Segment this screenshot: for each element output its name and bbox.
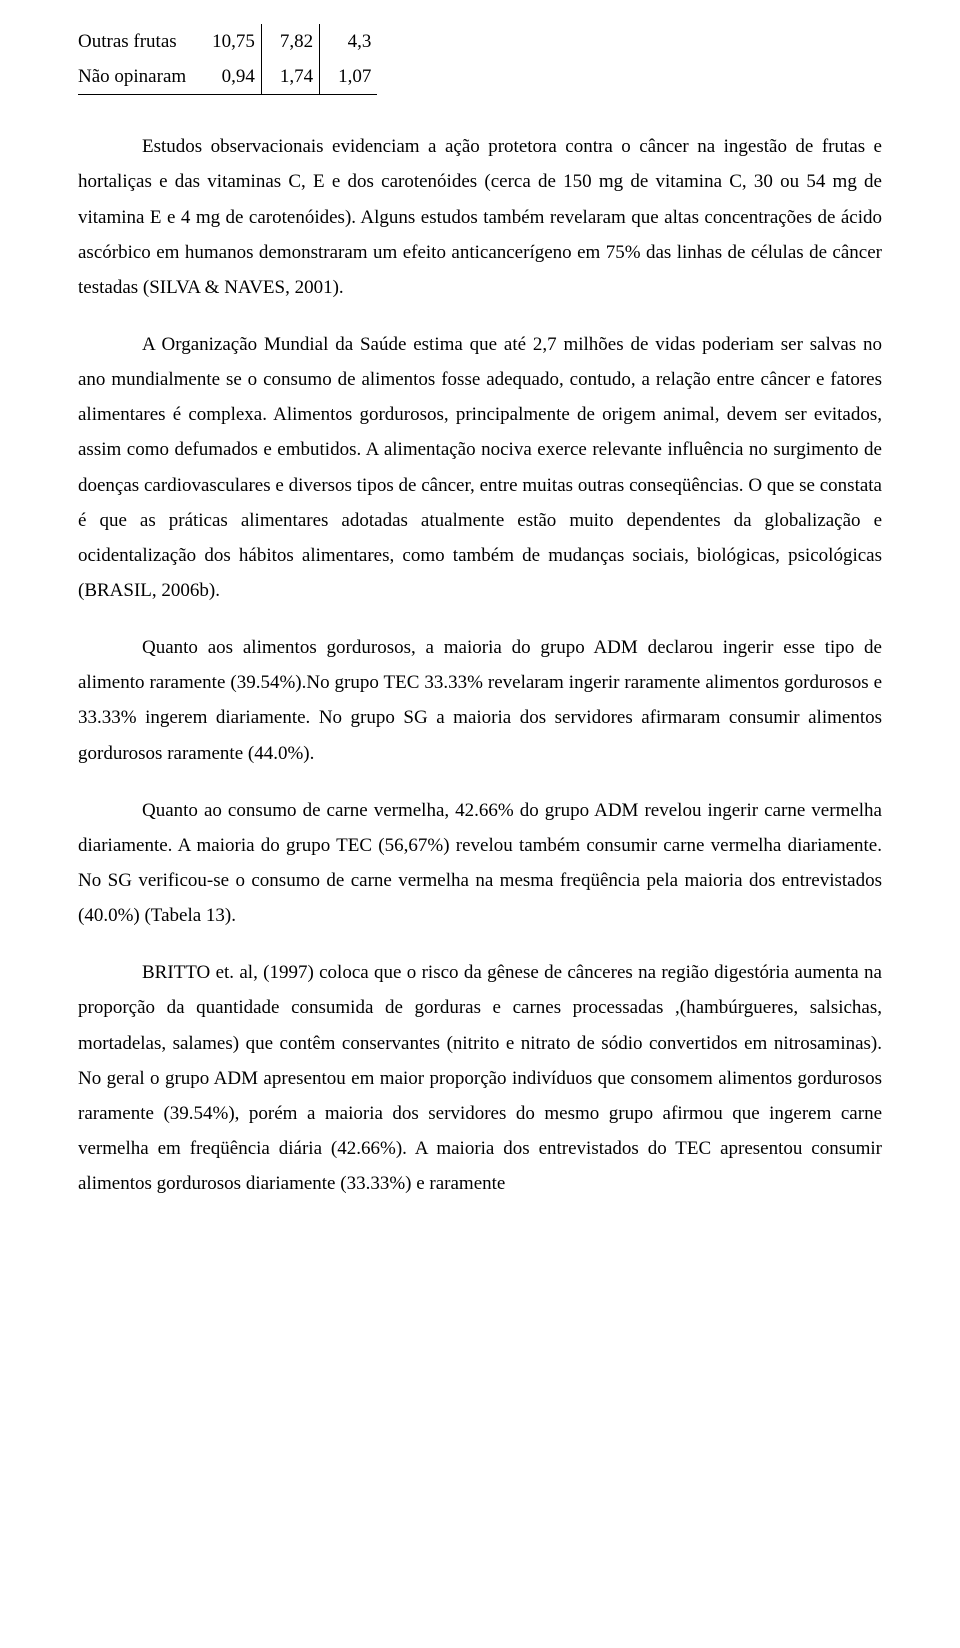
cell-value: 0,94 xyxy=(194,59,261,95)
cell-value: 1,07 xyxy=(320,59,378,95)
cell-value: 1,74 xyxy=(261,59,319,95)
body-paragraph: Quanto aos alimentos gordurosos, a maior… xyxy=(78,630,882,771)
body-paragraph: A Organização Mundial da Saúde estima qu… xyxy=(78,327,882,608)
table-row: Outras frutas 10,75 7,82 4,3 xyxy=(78,24,377,59)
body-paragraph: Estudos observacionais evidenciam a ação… xyxy=(78,129,882,305)
cell-value: 4,3 xyxy=(320,24,378,59)
cell-label: Outras frutas xyxy=(78,24,194,59)
data-table: Outras frutas 10,75 7,82 4,3 Não opinara… xyxy=(78,24,377,95)
body-paragraph: BRITTO et. al, (1997) coloca que o risco… xyxy=(78,955,882,1201)
cell-value: 10,75 xyxy=(194,24,261,59)
document-page: Outras frutas 10,75 7,82 4,3 Não opinara… xyxy=(0,0,960,1241)
cell-label: Não opinaram xyxy=(78,59,194,95)
cell-value: 7,82 xyxy=(261,24,319,59)
body-paragraph: Quanto ao consumo de carne vermelha, 42.… xyxy=(78,793,882,934)
table-row: Não opinaram 0,94 1,74 1,07 xyxy=(78,59,377,95)
